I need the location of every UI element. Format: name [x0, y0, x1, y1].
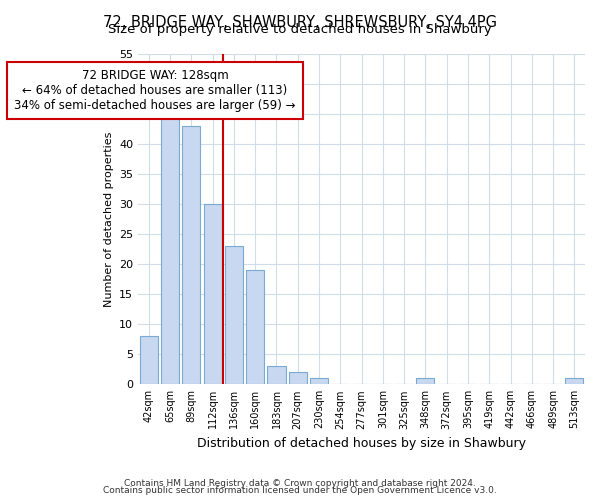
Y-axis label: Number of detached properties: Number of detached properties — [104, 132, 113, 307]
Bar — [310, 378, 328, 384]
Text: Contains public sector information licensed under the Open Government Licence v3: Contains public sector information licen… — [103, 486, 497, 495]
Bar — [140, 336, 158, 384]
Bar — [416, 378, 434, 384]
Text: Contains HM Land Registry data © Crown copyright and database right 2024.: Contains HM Land Registry data © Crown c… — [124, 478, 476, 488]
Bar — [268, 366, 286, 384]
X-axis label: Distribution of detached houses by size in Shawbury: Distribution of detached houses by size … — [197, 437, 526, 450]
Bar — [161, 114, 179, 384]
Text: 72 BRIDGE WAY: 128sqm
← 64% of detached houses are smaller (113)
34% of semi-det: 72 BRIDGE WAY: 128sqm ← 64% of detached … — [14, 69, 296, 112]
Bar — [289, 372, 307, 384]
Text: Size of property relative to detached houses in Shawbury: Size of property relative to detached ho… — [108, 22, 492, 36]
Bar — [203, 204, 221, 384]
Text: 72, BRIDGE WAY, SHAWBURY, SHREWSBURY, SY4 4PG: 72, BRIDGE WAY, SHAWBURY, SHREWSBURY, SY… — [103, 15, 497, 30]
Bar — [225, 246, 243, 384]
Bar — [182, 126, 200, 384]
Bar — [246, 270, 264, 384]
Bar — [565, 378, 583, 384]
